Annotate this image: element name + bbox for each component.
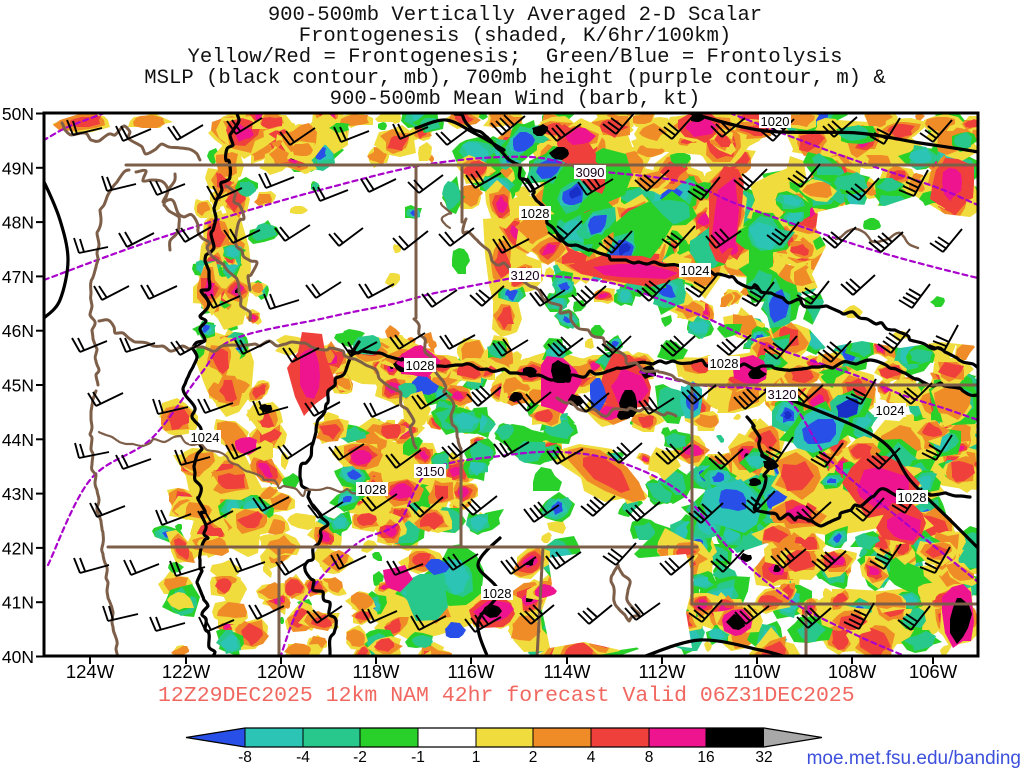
svg-text:Yellow/Red = Frontogenesis; G: Yellow/Red = Frontogenesis; Green/Blue =… [188, 46, 843, 69]
svg-text:MSLP (black contour, mb), 700m: MSLP (black contour, mb), 700mb height (… [144, 67, 886, 90]
svg-text:1028: 1028 [358, 482, 387, 497]
svg-text:8: 8 [645, 749, 654, 766]
svg-text:47N: 47N [2, 267, 34, 287]
svg-text:3150: 3150 [416, 464, 445, 479]
svg-text:45N: 45N [2, 376, 34, 396]
svg-text:122W: 122W [162, 661, 211, 682]
svg-text:1: 1 [472, 749, 481, 766]
svg-text:-2: -2 [353, 749, 367, 766]
svg-text:2: 2 [529, 749, 538, 766]
svg-text:114W: 114W [544, 661, 591, 682]
svg-text:118W: 118W [353, 661, 400, 682]
svg-text:50N: 50N [2, 104, 34, 124]
svg-text:46N: 46N [2, 321, 34, 341]
svg-text:1028: 1028 [406, 358, 435, 373]
svg-text:3090: 3090 [576, 165, 605, 180]
svg-text:32: 32 [755, 749, 772, 766]
svg-text:-1: -1 [411, 749, 425, 766]
svg-text:116W: 116W [448, 661, 495, 682]
svg-text:112W: 112W [639, 661, 686, 682]
svg-text:3120: 3120 [511, 268, 540, 283]
svg-text:1024: 1024 [191, 430, 220, 445]
svg-text:900-500mb Mean Wind (barb, kt): 900-500mb Mean Wind (barb, kt) [330, 88, 701, 111]
svg-text:3120: 3120 [768, 387, 797, 402]
svg-text:1024: 1024 [876, 403, 905, 418]
svg-text:1028: 1028 [483, 586, 512, 601]
svg-text:49N: 49N [2, 158, 34, 178]
svg-text:1028: 1028 [898, 490, 927, 505]
svg-text:44N: 44N [2, 430, 34, 450]
svg-text:4: 4 [587, 749, 596, 766]
svg-text:-4: -4 [296, 749, 310, 766]
svg-text:48N: 48N [2, 213, 34, 233]
svg-text:Frontogenesis (shaded, K/6hr/1: Frontogenesis (shaded, K/6hr/100km) [299, 25, 732, 48]
svg-text:108W: 108W [828, 661, 877, 682]
svg-text:12Z29DEC2025 12km NAM 42hr for: 12Z29DEC2025 12km NAM 42hr forecast Vali… [158, 684, 855, 708]
svg-text:42N: 42N [2, 538, 34, 558]
svg-text:moe.met.fsu.edu/banding: moe.met.fsu.edu/banding [807, 748, 1021, 768]
svg-text:43N: 43N [2, 484, 34, 504]
svg-text:110W: 110W [734, 661, 781, 682]
svg-text:124W: 124W [66, 661, 115, 682]
svg-text:1020: 1020 [761, 114, 790, 129]
svg-text:41N: 41N [2, 593, 34, 613]
svg-text:106W: 106W [909, 661, 958, 682]
svg-text:40N: 40N [2, 647, 34, 667]
svg-text:-8: -8 [238, 749, 252, 766]
svg-text:16: 16 [697, 749, 714, 766]
svg-text:1024: 1024 [681, 263, 710, 278]
svg-text:120W: 120W [257, 661, 306, 682]
svg-text:1028: 1028 [710, 356, 739, 371]
svg-text:900-500mb Vertically Averaged: 900-500mb Vertically Averaged 2-D Scalar [268, 4, 762, 27]
svg-text:1028: 1028 [521, 206, 550, 221]
